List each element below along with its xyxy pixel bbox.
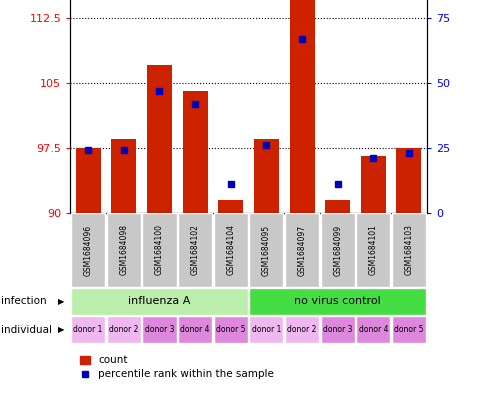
Text: GSM1684102: GSM1684102 — [190, 224, 199, 275]
Bar — [106, 213, 141, 286]
Text: no virus control: no virus control — [294, 296, 380, 307]
Bar — [325, 200, 349, 213]
Bar — [142, 316, 176, 343]
Text: donor 2: donor 2 — [109, 325, 138, 334]
Bar — [396, 148, 421, 213]
Bar — [249, 213, 283, 286]
Bar — [391, 316, 425, 343]
Text: donor 3: donor 3 — [322, 325, 352, 334]
Bar — [213, 213, 247, 286]
Text: influenza A: influenza A — [128, 296, 190, 307]
Bar — [106, 316, 141, 343]
Bar — [284, 316, 318, 343]
Bar — [355, 213, 390, 286]
Text: individual: individual — [1, 325, 52, 335]
Bar — [71, 288, 247, 315]
Bar — [142, 213, 176, 286]
Text: donor 5: donor 5 — [393, 325, 423, 334]
Text: ▶: ▶ — [58, 297, 64, 306]
Bar — [76, 148, 100, 213]
Bar — [111, 139, 136, 213]
Text: GSM1684103: GSM1684103 — [404, 224, 413, 275]
Bar — [71, 316, 105, 343]
Text: GSM1684097: GSM1684097 — [297, 224, 306, 275]
Bar — [320, 213, 354, 286]
Text: GSM1684098: GSM1684098 — [119, 224, 128, 275]
Bar — [71, 213, 105, 286]
Text: ▶: ▶ — [58, 325, 64, 334]
Bar — [178, 316, 212, 343]
Text: donor 3: donor 3 — [144, 325, 174, 334]
Bar — [178, 213, 212, 286]
Bar — [213, 316, 247, 343]
Bar — [182, 92, 207, 213]
Bar — [254, 139, 278, 213]
Text: GSM1684104: GSM1684104 — [226, 224, 235, 275]
Bar — [249, 316, 283, 343]
Text: GSM1684096: GSM1684096 — [83, 224, 92, 275]
Bar — [147, 65, 171, 213]
Text: donor 5: donor 5 — [215, 325, 245, 334]
Text: GSM1684100: GSM1684100 — [154, 224, 164, 275]
Text: GSM1684101: GSM1684101 — [368, 224, 377, 275]
Bar — [360, 156, 385, 213]
Text: donor 1: donor 1 — [73, 325, 103, 334]
Bar — [289, 0, 314, 213]
Text: infection: infection — [1, 296, 47, 307]
Text: GSM1684095: GSM1684095 — [261, 224, 271, 275]
Text: donor 4: donor 4 — [180, 325, 210, 334]
Bar — [249, 288, 425, 315]
Text: donor 2: donor 2 — [287, 325, 316, 334]
Bar — [218, 200, 242, 213]
Bar — [391, 213, 425, 286]
Bar — [284, 213, 318, 286]
Bar — [355, 316, 390, 343]
Text: GSM1684099: GSM1684099 — [333, 224, 342, 275]
Legend: count, percentile rank within the sample: count, percentile rank within the sample — [76, 351, 278, 384]
Bar — [320, 316, 354, 343]
Text: donor 1: donor 1 — [251, 325, 281, 334]
Text: donor 4: donor 4 — [358, 325, 387, 334]
